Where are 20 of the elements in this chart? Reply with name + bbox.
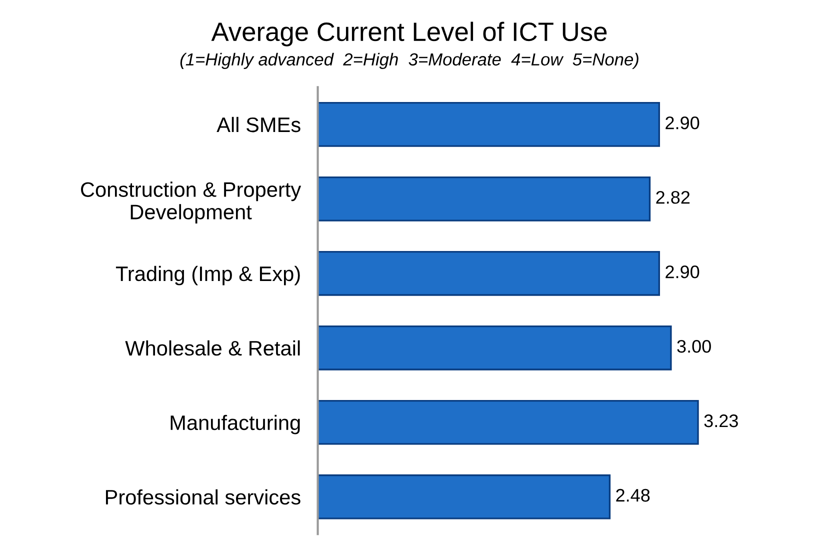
y-tick-label: Wholesale & Retail [125,340,300,356]
data-label: 3.23 [704,414,738,428]
data-label: 2.90 [666,265,700,278]
chart-title: Average Current Level of ICT Use [211,22,607,46]
bar [318,400,699,445]
data-label: 3.00 [677,340,711,353]
bar [318,250,660,296]
data-label: 2.90 [666,116,700,130]
y-tick-label: Construction & Property Development [81,182,302,224]
bar [318,474,611,520]
bar [318,176,651,222]
bar [318,325,672,370]
data-label: 2.82 [656,190,690,204]
y-tick-label: Manufacturing [170,414,300,434]
y-tick-label: Professional services [106,489,300,505]
data-label: 2.48 [616,488,650,502]
chart-subtitle: (1=Highly advanced 2=High 3=Moderate 4=Low 5=None) [180,52,638,69]
y-tick-label: Trading (Imp & Exp) [116,266,300,286]
bar [318,102,660,147]
y-tick-label: All SMEs [216,116,300,132]
